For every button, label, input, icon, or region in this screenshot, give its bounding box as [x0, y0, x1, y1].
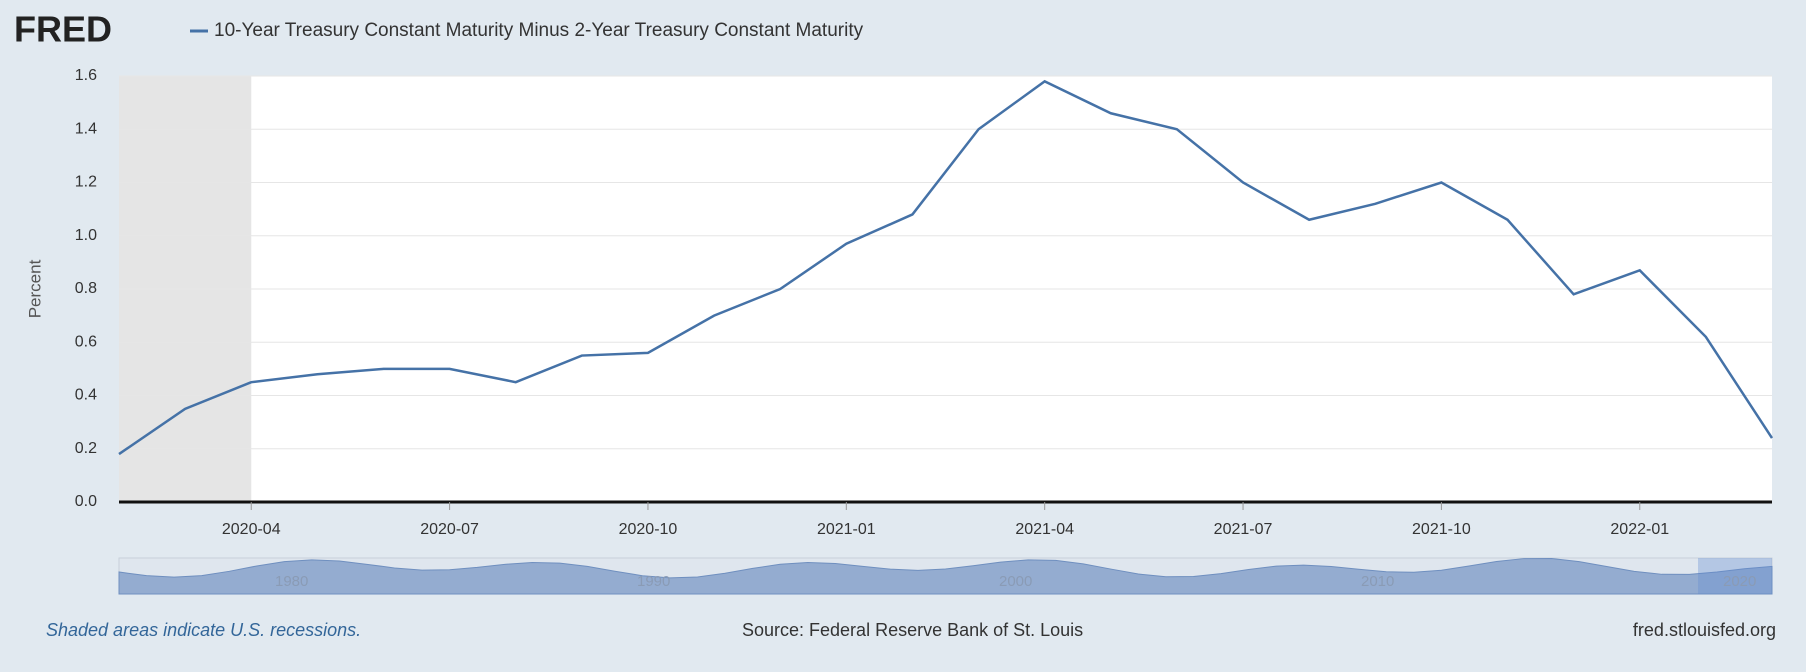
y-tick-label: 0.8: [75, 280, 97, 297]
x-tick-label: 2020-07: [420, 521, 479, 538]
y-tick-label: 1.6: [75, 67, 97, 84]
y-tick-label: 0.6: [75, 333, 97, 350]
y-tick-label: 0.2: [75, 440, 97, 457]
y-tick-label: 0.4: [75, 387, 97, 404]
navigator-label: 2000: [999, 573, 1032, 590]
navigator-label: 1980: [275, 573, 308, 590]
logo: FRED: [14, 9, 112, 50]
footer-site: fred.stlouisfed.org: [1633, 620, 1776, 640]
y-tick-label: 1.4: [75, 120, 97, 137]
navigator-selection: [1698, 558, 1772, 594]
y-tick-label: 1.0: [75, 227, 97, 244]
navigator-area: [118, 558, 1773, 595]
x-tick-label: 2021-10: [1412, 521, 1471, 538]
navigator-label: 1990: [637, 573, 670, 590]
footer-note: Shaded areas indicate U.S. recessions.: [46, 620, 361, 640]
y-tick-label: 1.2: [75, 174, 97, 191]
navigator-label: 2010: [1361, 573, 1394, 590]
legend-label: 10-Year Treasury Constant Maturity Minus…: [214, 20, 864, 41]
x-tick-label: 2021-04: [1015, 521, 1074, 538]
x-tick-label: 2021-01: [817, 521, 876, 538]
footer-source: Source: Federal Reserve Bank of St. Loui…: [742, 620, 1083, 640]
y-tick-label: 0.0: [75, 493, 97, 510]
x-tick-label: 2021-07: [1214, 521, 1273, 538]
x-tick-label: 2020-04: [222, 521, 281, 538]
x-tick-label: 2022-01: [1610, 521, 1669, 538]
data-line: [118, 79, 1774, 456]
navigator-label: 2020: [1723, 573, 1756, 590]
x-tick-label: 2020-10: [619, 521, 678, 538]
y-axis-label: Percent: [25, 259, 44, 318]
